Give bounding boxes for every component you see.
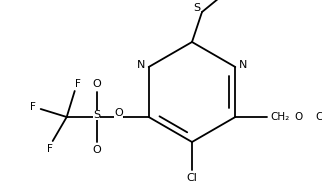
Text: CH₃: CH₃ — [315, 112, 322, 122]
Text: F: F — [30, 102, 36, 112]
Text: S: S — [93, 110, 100, 120]
Text: O: O — [92, 79, 101, 89]
Text: N: N — [137, 60, 145, 70]
Text: CH₂: CH₂ — [270, 112, 289, 122]
Text: N: N — [239, 60, 248, 70]
Text: F: F — [47, 144, 52, 154]
Text: F: F — [75, 79, 80, 89]
Text: O: O — [92, 145, 101, 155]
Text: O: O — [114, 108, 123, 118]
Text: Cl: Cl — [186, 173, 197, 183]
Text: O: O — [294, 112, 303, 122]
Text: S: S — [194, 3, 201, 13]
